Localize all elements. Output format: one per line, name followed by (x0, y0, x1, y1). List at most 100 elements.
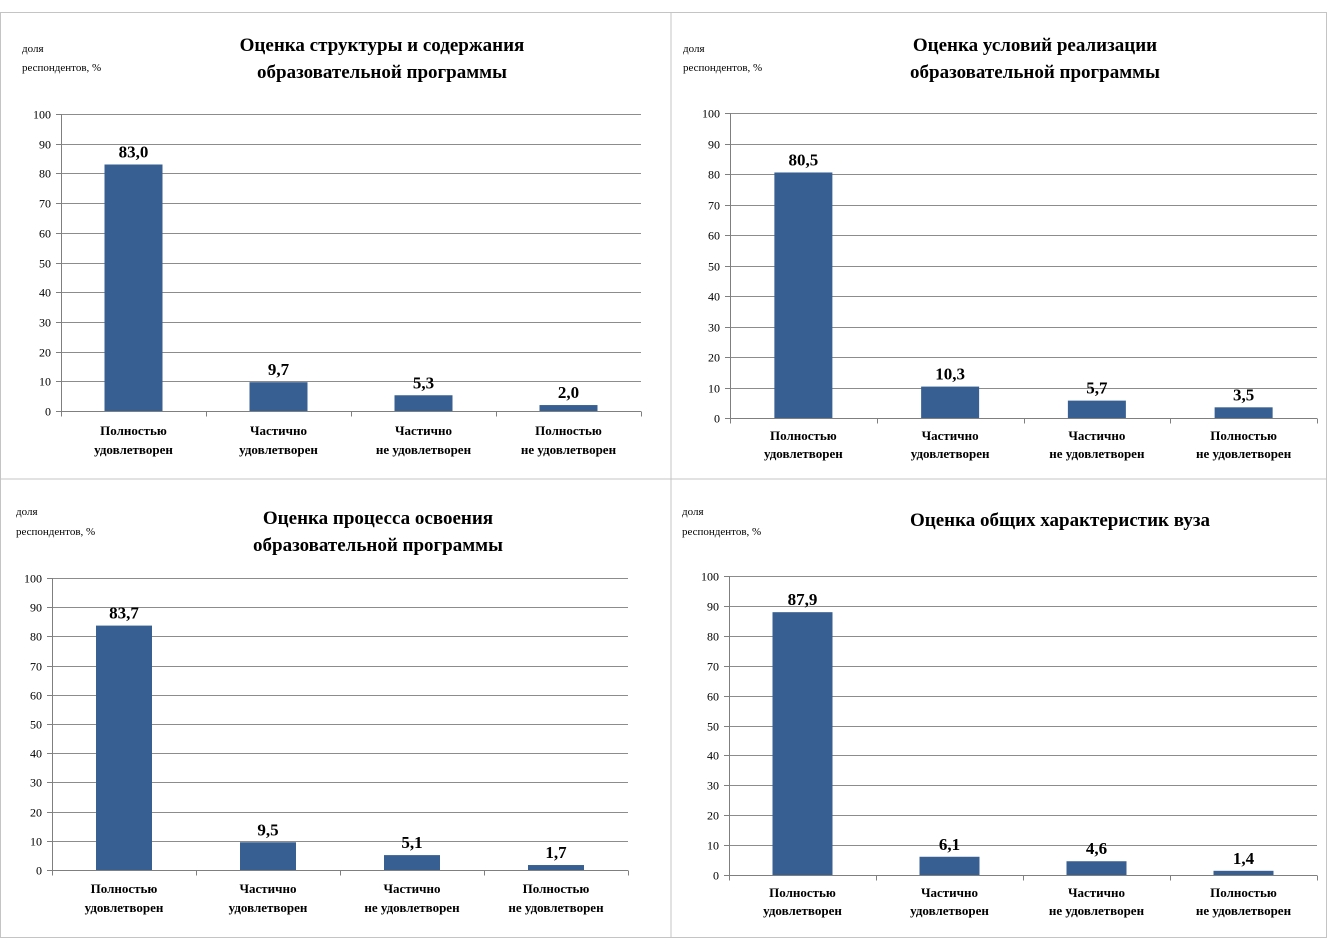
y-tick-label: 80 (39, 167, 51, 181)
bar (240, 842, 296, 870)
bar (394, 395, 453, 411)
x-category-label: Полностью (535, 423, 602, 438)
x-category-label: удовлетворен (764, 446, 843, 461)
bar (249, 382, 308, 411)
x-category-label: Частично (383, 881, 440, 896)
y-tick-label: 40 (30, 747, 42, 761)
chart-panel-1: Оценка структуры и содержания образовател… (22, 35, 642, 457)
y-tick-label: 50 (708, 260, 720, 274)
bar (1214, 407, 1273, 418)
x-category-label: Полностью (769, 885, 836, 900)
x-category-label: удовлетворен (85, 900, 164, 915)
bar (96, 625, 152, 870)
bar (384, 855, 440, 870)
y-tick-label: 50 (30, 718, 42, 732)
x-category-label: Частично (921, 885, 978, 900)
x-category-label: Частично (1068, 428, 1125, 443)
x-category-label: удовлетворен (229, 900, 308, 915)
y-tick-label: 80 (707, 630, 719, 644)
y-tick-label: 10 (39, 375, 51, 389)
bar (528, 865, 584, 870)
y-tick-label: 60 (707, 690, 719, 704)
y-tick-label: 80 (30, 630, 42, 644)
x-category-label: не удовлетворен (364, 900, 460, 915)
y-tick-label: 100 (33, 108, 51, 122)
y-tick-label: 50 (707, 720, 719, 734)
bar (772, 612, 833, 875)
data-label: 5,1 (401, 833, 422, 852)
y-tick-label: 70 (707, 660, 719, 674)
data-label: 10,3 (935, 365, 965, 384)
x-category-label: не удовлетворен (1196, 446, 1292, 461)
bar (539, 405, 598, 411)
y-tick-label: 80 (708, 168, 720, 182)
x-category-label: Частично (239, 881, 296, 896)
y-tick-label: 70 (39, 197, 51, 211)
y-axis-label: доля (16, 506, 38, 518)
y-tick-label: 10 (708, 382, 720, 396)
data-label: 87,9 (788, 590, 818, 609)
x-category-label: не удовлетворен (521, 442, 617, 457)
x-category-label: удовлетворен (910, 903, 989, 918)
x-category-label: не удовлетворен (1049, 903, 1145, 918)
bar (919, 856, 980, 875)
y-tick-label: 90 (708, 138, 720, 152)
chart-title: образовательной программы (257, 62, 507, 83)
x-category-label: Частично (250, 423, 307, 438)
data-label: 5,3 (413, 373, 434, 392)
y-tick-label: 100 (701, 570, 719, 584)
y-axis-label: респондентов, % (22, 62, 101, 74)
x-category-label: Полностью (91, 881, 158, 896)
y-tick-label: 40 (39, 286, 51, 300)
x-category-label: Полностью (1210, 885, 1277, 900)
data-label: 9,5 (257, 820, 278, 839)
y-tick-label: 20 (708, 351, 720, 365)
x-category-label: Полностью (523, 881, 590, 896)
bar (921, 386, 980, 418)
y-tick-label: 30 (39, 316, 51, 330)
y-axis-label: респондентов, % (682, 526, 761, 538)
y-tick-label: 70 (30, 660, 42, 674)
x-category-label: удовлетворен (239, 442, 318, 457)
chart-panel-3: Оценка процесса освоения образовательной … (16, 506, 629, 915)
chart-title: образовательной программы (253, 535, 503, 556)
bar (104, 164, 163, 411)
y-axis-label: доля (683, 43, 705, 55)
y-tick-label: 30 (708, 321, 720, 335)
x-category-label: Полностью (1210, 428, 1277, 443)
x-category-label: не удовлетворен (1049, 446, 1145, 461)
y-tick-label: 50 (39, 257, 51, 271)
y-tick-label: 0 (714, 412, 720, 426)
x-category-label: Частично (1068, 885, 1125, 900)
x-category-label: не удовлетворен (1196, 903, 1292, 918)
x-category-label: удовлетворен (911, 446, 990, 461)
y-tick-label: 90 (30, 601, 42, 615)
y-tick-label: 0 (713, 869, 719, 883)
y-tick-label: 60 (30, 689, 42, 703)
y-tick-label: 20 (30, 806, 42, 820)
x-category-label: удовлетворен (763, 903, 842, 918)
y-tick-label: 10 (30, 835, 42, 849)
y-tick-label: 20 (39, 346, 51, 360)
data-label: 9,7 (268, 360, 290, 379)
data-label: 3,5 (1233, 385, 1254, 404)
y-tick-label: 100 (24, 572, 42, 586)
x-category-label: Частично (922, 428, 979, 443)
data-label: 4,6 (1086, 839, 1107, 858)
bar (774, 172, 833, 418)
x-category-label: Частично (395, 423, 452, 438)
data-label: 83,0 (119, 142, 149, 161)
data-label: 5,7 (1086, 379, 1108, 398)
y-axis-label: доля (22, 43, 44, 55)
chart-title: Оценка условий реализации (913, 35, 1157, 56)
y-tick-label: 100 (702, 107, 720, 121)
y-tick-label: 0 (45, 405, 51, 419)
y-tick-label: 30 (30, 776, 42, 790)
y-tick-label: 30 (707, 779, 719, 793)
x-category-label: удовлетворен (94, 442, 173, 457)
bar (1213, 870, 1274, 875)
data-label: 1,7 (545, 843, 567, 862)
y-axis-label: респондентов, % (16, 526, 95, 538)
bar (1067, 400, 1126, 418)
y-tick-label: 0 (36, 864, 42, 878)
